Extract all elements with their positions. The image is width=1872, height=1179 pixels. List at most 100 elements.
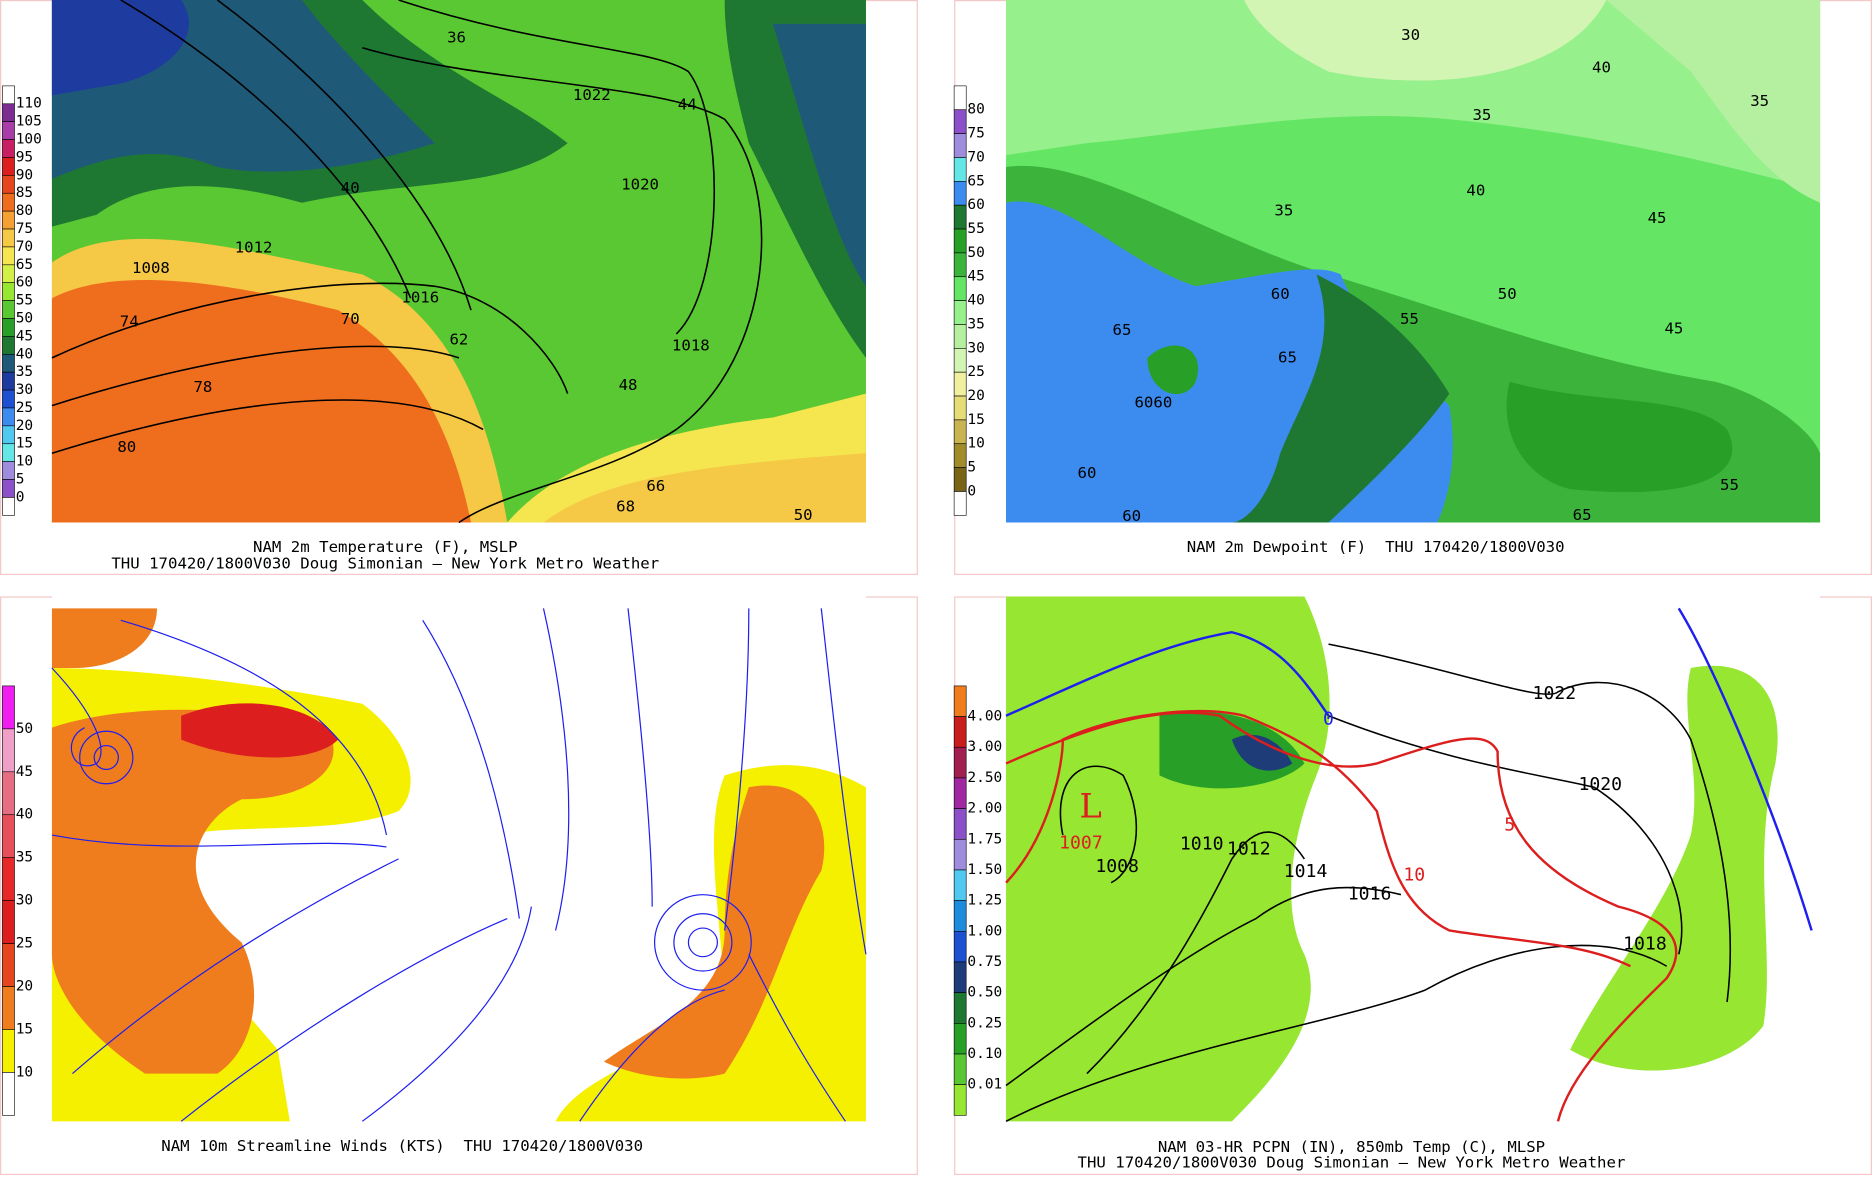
temperature-map [51, 0, 866, 524]
map-label: 1008 [132, 259, 170, 277]
colorbar-swatch [2, 192, 15, 212]
colorbar-label: 0.01 [967, 1077, 1002, 1093]
colorbar-swatch [2, 943, 15, 987]
colorbar-label: 95 [16, 150, 33, 166]
colorbar-label: 0.50 [967, 985, 1002, 1001]
colorbar-label: 75 [967, 126, 984, 142]
colorbar-swatch [953, 777, 967, 809]
colorbar-swatch [2, 139, 15, 158]
colorbar-label: 30 [967, 340, 984, 356]
map-label: 45 [1648, 209, 1667, 227]
colorbar-swatch [2, 353, 15, 373]
colorbar-swatch [953, 109, 967, 134]
map-label: 50 [1498, 285, 1517, 303]
colorbar-label: 105 [16, 114, 42, 130]
caption: THU 170420/1800V030 Doug Simonian — New … [111, 555, 659, 573]
map-label: 55 [1400, 310, 1419, 328]
colorbar-label: 5 [16, 472, 25, 488]
colorbar-swatch [953, 961, 967, 993]
map-label: 1018 [1623, 934, 1667, 955]
colorbar-swatch [953, 252, 967, 278]
colorbar-label: 10 [16, 454, 33, 470]
map-label: 35 [1750, 92, 1769, 110]
colorbar-label: 0 [16, 489, 25, 505]
colorbar-swatch [953, 931, 967, 963]
colorbar-label: 85 [16, 185, 33, 201]
colorbar-label: 60 [16, 275, 33, 291]
map-label: 1012 [1227, 838, 1271, 859]
map-label: 1016 [1348, 884, 1392, 905]
colorbar-label: 65 [967, 173, 984, 189]
colorbar-swatch [2, 210, 15, 230]
colorbar-label: 65 [16, 257, 33, 273]
colorbar-label: 80 [967, 102, 984, 118]
colorbar-swatch [953, 992, 967, 1024]
map-label: 1020 [621, 175, 659, 193]
caption: NAM 10m Streamline Winds (KTS) THU 17042… [161, 1137, 643, 1155]
map-label: 78 [193, 378, 212, 396]
colorbar-swatch [2, 497, 15, 516]
colorbar-swatch [2, 443, 15, 462]
map-label: 74 [120, 313, 139, 331]
map-label: 1020 [1578, 774, 1622, 795]
colorbar-label: 30 [16, 382, 33, 398]
colorbar-label: 50 [967, 245, 984, 261]
colorbar-label: 2.50 [967, 770, 1002, 786]
colorbar-label: 75 [16, 221, 33, 237]
map-label: 1012 [235, 239, 273, 257]
colorbar-swatch [2, 461, 15, 480]
colorbar-label: 50 [16, 721, 33, 737]
colorbar-label: 15 [16, 1022, 33, 1038]
colorbar-swatch [2, 407, 15, 427]
colorbar-swatch [2, 389, 15, 409]
colorbar-swatch [953, 181, 967, 206]
colorbar-swatch [2, 1029, 15, 1073]
colorbar-label: 100 [16, 132, 42, 148]
colorbar-label: 4.00 [967, 709, 1002, 725]
map-label: 1016 [401, 289, 439, 307]
colorbar: 1101051009590858075706560555045403530252… [2, 85, 42, 516]
map-label: 1018 [672, 336, 710, 354]
colorbar-label: 20 [967, 388, 984, 404]
colorbar-swatch [2, 228, 15, 248]
colorbar-label: 1.75 [967, 831, 1002, 847]
colorbar-swatch [2, 157, 15, 176]
map-label: 65 [1278, 348, 1297, 366]
colorbar-swatch [953, 869, 967, 901]
colorbar-swatch [2, 685, 15, 730]
map-label: 68 [616, 498, 635, 516]
map-label: 5 [1504, 815, 1515, 836]
colorbar-swatch [953, 900, 967, 932]
map-label: 65 [1113, 321, 1132, 339]
colorbar-label: 25 [16, 936, 33, 952]
colorbar-label: 30 [16, 893, 33, 909]
colorbar-label: 40 [16, 346, 33, 362]
colorbar-swatch [2, 246, 15, 266]
colorbar-swatch [2, 728, 15, 773]
colorbar-label: 35 [967, 317, 984, 333]
map-label: 48 [619, 376, 638, 394]
colorbar-swatch [953, 716, 967, 748]
colorbar-swatch [953, 685, 967, 717]
colorbar-swatch [2, 986, 15, 1030]
colorbar-swatch [2, 771, 15, 816]
colorbar-label: 55 [16, 293, 33, 309]
caption: THU 170420/1800V030 Doug Simonian — New … [1078, 1154, 1626, 1172]
colorbar-swatch [2, 318, 15, 337]
caption: NAM 2m Dewpoint (F) THU 170420/1800V030 [1187, 538, 1565, 556]
map-label: 35 [1274, 202, 1293, 220]
map-label: 10 [1403, 865, 1425, 886]
colorbar-label: 15 [967, 412, 984, 428]
map-label: 35 [1472, 106, 1491, 124]
map-label: 60 [1271, 285, 1290, 303]
colorbar-swatch [953, 746, 967, 779]
map-label: 50 [794, 506, 813, 524]
colorbar-label: 90 [16, 167, 33, 183]
colorbar-label: 35 [16, 850, 33, 866]
colorbar-label: 0.25 [967, 1015, 1002, 1031]
colorbar-label: 20 [16, 418, 33, 434]
map-label: 6060 [1134, 394, 1172, 412]
colorbar-label: 10 [16, 1064, 33, 1080]
map-label: 40 [1592, 59, 1611, 77]
colorbar-swatch [953, 395, 967, 421]
